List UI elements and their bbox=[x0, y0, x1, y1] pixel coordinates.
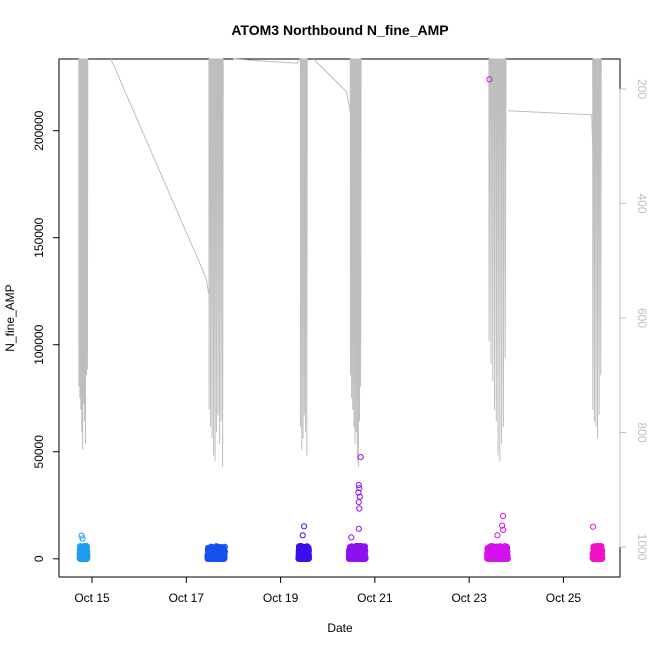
data-point bbox=[501, 543, 509, 550]
data-point-outlier bbox=[78, 532, 85, 539]
data-point-outlier bbox=[356, 485, 363, 492]
data-point bbox=[353, 544, 361, 551]
right-series-connector bbox=[313, 58, 351, 112]
data-point-outlier bbox=[79, 535, 86, 542]
data-point bbox=[594, 551, 602, 558]
data-point bbox=[485, 544, 492, 551]
data-point bbox=[350, 543, 357, 550]
x-tick-label: Oct 15 bbox=[74, 591, 110, 605]
scatter-points bbox=[76, 76, 606, 562]
data-point-outlier bbox=[299, 532, 306, 539]
chart-title: ATOM3 Northbound N_fine_AMP bbox=[231, 22, 448, 38]
data-point-outlier bbox=[348, 534, 355, 541]
data-point bbox=[354, 546, 361, 554]
data-point-outlier bbox=[355, 499, 362, 506]
data-point bbox=[596, 544, 603, 551]
plot-frame bbox=[58, 58, 621, 578]
x-tick-label: Oct 17 bbox=[169, 591, 205, 605]
data-point bbox=[590, 543, 597, 550]
data-point-outlier bbox=[356, 505, 363, 512]
data-point bbox=[219, 545, 226, 552]
data-point bbox=[304, 555, 311, 562]
right-series-connector bbox=[110, 58, 210, 296]
data-point bbox=[303, 552, 310, 559]
data-point bbox=[209, 545, 216, 552]
right-tick-label: 1000 bbox=[635, 534, 649, 561]
right-series-line bbox=[349, 58, 362, 467]
data-point-outlier bbox=[494, 532, 501, 539]
right-series-line bbox=[592, 58, 602, 439]
data-point-outlier bbox=[301, 523, 308, 530]
data-point bbox=[347, 554, 354, 561]
right-tick-label: 800 bbox=[635, 422, 649, 442]
data-point bbox=[81, 546, 88, 553]
data-point bbox=[78, 545, 86, 552]
data-point bbox=[598, 555, 605, 562]
right-series-connector bbox=[233, 58, 300, 64]
data-point-outlier bbox=[355, 489, 362, 496]
right-series-line bbox=[78, 58, 89, 450]
data-point-outlier bbox=[357, 454, 364, 461]
data-point bbox=[591, 547, 598, 554]
y-tick-label: 200000 bbox=[32, 110, 46, 150]
y-axis-label: N_fine_AMP bbox=[3, 284, 17, 351]
data-point bbox=[207, 552, 214, 559]
data-point bbox=[356, 552, 363, 559]
data-point bbox=[596, 555, 603, 562]
y-tick-label: 150000 bbox=[32, 217, 46, 257]
data-point bbox=[304, 549, 311, 557]
right-series-line bbox=[208, 58, 224, 467]
data-point bbox=[490, 547, 498, 554]
x-tick-label: Oct 19 bbox=[263, 591, 299, 605]
data-point bbox=[493, 555, 500, 562]
data-point bbox=[83, 542, 90, 550]
data-point bbox=[205, 555, 212, 562]
y-tick-label: 0 bbox=[32, 555, 46, 562]
x-tick-label: Oct 23 bbox=[451, 591, 487, 605]
data-point bbox=[496, 555, 503, 562]
x-tick-label: Oct 25 bbox=[546, 591, 582, 605]
right-axis-series bbox=[78, 58, 602, 467]
data-point bbox=[591, 555, 598, 562]
data-point-outlier bbox=[355, 525, 362, 532]
data-point bbox=[77, 555, 85, 562]
y-tick-label: 50000 bbox=[32, 435, 46, 469]
data-point bbox=[296, 554, 304, 561]
x-tick-label: Oct 21 bbox=[357, 591, 393, 605]
data-point bbox=[496, 546, 503, 553]
data-point bbox=[82, 554, 89, 562]
data-point bbox=[220, 548, 227, 555]
data-point bbox=[218, 555, 225, 562]
data-point bbox=[296, 548, 303, 556]
right-series-line bbox=[299, 58, 308, 456]
data-point bbox=[362, 554, 369, 561]
data-point bbox=[218, 544, 225, 551]
axes: 0 50000 100000 150000 200000 Oct 15 Oct 17 Oct … bbox=[32, 79, 649, 605]
x-axis-label: Date bbox=[327, 621, 353, 635]
data-point bbox=[487, 554, 494, 561]
data-point-outlier bbox=[500, 512, 507, 520]
right-series-line bbox=[488, 58, 507, 462]
data-point-outlier bbox=[486, 76, 493, 83]
data-point bbox=[218, 554, 226, 561]
data-point-outlier bbox=[590, 523, 597, 530]
y-tick-label: 100000 bbox=[32, 324, 46, 364]
right-tick-label: 400 bbox=[635, 193, 649, 213]
right-series-connector bbox=[507, 110, 594, 147]
data-point bbox=[350, 555, 357, 562]
data-point-outlier bbox=[355, 481, 362, 489]
data-point-outlier bbox=[499, 522, 506, 529]
data-point-outlier bbox=[500, 526, 507, 534]
right-tick-label: 200 bbox=[635, 79, 649, 99]
data-point bbox=[205, 545, 212, 552]
right-tick-label: 600 bbox=[635, 308, 649, 328]
data-point bbox=[503, 552, 510, 559]
data-point bbox=[593, 544, 600, 551]
